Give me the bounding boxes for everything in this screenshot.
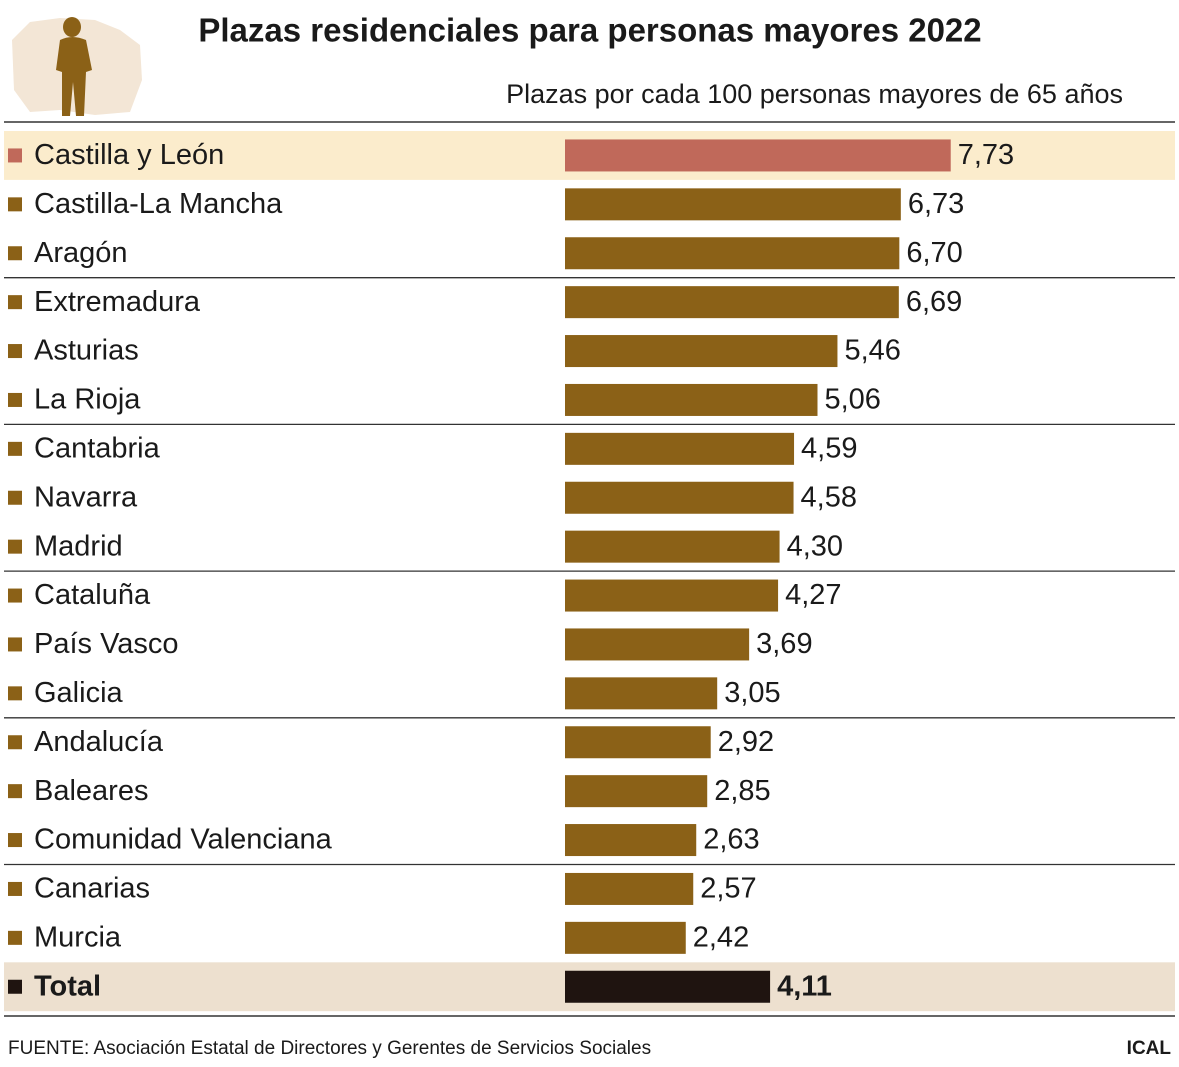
legend-marker xyxy=(8,735,22,750)
legend-marker xyxy=(8,392,22,407)
value-label: 2,63 xyxy=(703,824,759,856)
category-label: Castilla-La Mancha xyxy=(34,188,283,220)
bar xyxy=(565,628,750,661)
value-label: 5,46 xyxy=(844,335,900,367)
legend-marker xyxy=(8,833,22,848)
value-label: 4,30 xyxy=(787,530,843,562)
bar xyxy=(565,872,694,905)
category-label: Andalucía xyxy=(34,726,164,758)
value-label: 4,11 xyxy=(777,970,832,1002)
legend-marker xyxy=(8,881,22,896)
legend-marker xyxy=(8,344,22,359)
category-label: Castilla y León xyxy=(34,139,224,171)
bar xyxy=(565,677,718,710)
legend-marker xyxy=(8,490,22,505)
category-label: Madrid xyxy=(34,530,123,562)
legend-marker xyxy=(8,441,22,456)
legend-marker xyxy=(8,148,22,163)
category-label: Galicia xyxy=(34,677,124,709)
value-label: 7,73 xyxy=(958,139,1014,171)
source: FUENTE: Asociación Estatal de Directores… xyxy=(8,1038,651,1059)
category-label: Comunidad Valenciana xyxy=(34,824,333,856)
bar xyxy=(565,970,771,1003)
value-label: 4,58 xyxy=(801,481,857,513)
legend-marker xyxy=(8,686,22,701)
bar xyxy=(565,726,711,759)
value-label: 2,42 xyxy=(693,922,749,954)
legend-marker xyxy=(8,197,22,212)
category-label: La Rioja xyxy=(34,384,141,416)
value-label: 5,06 xyxy=(824,384,880,416)
logo xyxy=(12,17,142,116)
category-label: Extremadura xyxy=(34,286,201,318)
value-label: 2,85 xyxy=(714,775,770,807)
bar xyxy=(565,335,838,368)
category-label: Aragón xyxy=(34,237,128,269)
legend-marker xyxy=(8,784,22,799)
value-label: 2,92 xyxy=(718,726,774,758)
bar xyxy=(565,481,794,514)
category-label: Murcia xyxy=(34,922,122,954)
value-label: 2,57 xyxy=(700,873,756,905)
legend-marker xyxy=(8,979,22,994)
bar xyxy=(565,237,900,270)
bar xyxy=(565,139,951,172)
legend-marker xyxy=(8,588,22,603)
value-label: 4,59 xyxy=(801,433,857,465)
value-label: 3,69 xyxy=(756,628,812,660)
bar xyxy=(565,432,795,465)
value-label: 3,05 xyxy=(724,677,780,709)
value-label: 6,69 xyxy=(906,286,962,318)
bar xyxy=(565,530,780,563)
legend-marker xyxy=(8,930,22,945)
bar xyxy=(565,188,901,221)
legend-marker xyxy=(8,246,22,261)
bar xyxy=(565,383,818,416)
bar xyxy=(565,286,899,319)
chart-title: Plazas residenciales para personas mayor… xyxy=(198,12,981,49)
category-label: País Vasco xyxy=(34,628,179,660)
category-label: Navarra xyxy=(34,481,138,513)
category-label: Cataluña xyxy=(34,579,151,611)
bar xyxy=(565,579,779,612)
category-label: Cantabria xyxy=(34,433,161,465)
legend-marker xyxy=(8,539,22,554)
bar xyxy=(565,775,708,808)
category-label: Asturias xyxy=(34,335,139,367)
legend-marker xyxy=(8,637,22,652)
value-label: 4,27 xyxy=(785,579,841,611)
legend-marker xyxy=(8,295,22,310)
value-label: 6,70 xyxy=(906,237,962,269)
credit: ICAL xyxy=(1127,1038,1172,1059)
category-label: Total xyxy=(34,970,101,1002)
value-label: 6,73 xyxy=(908,188,964,220)
chart-subtitle: Plazas por cada 100 personas mayores de … xyxy=(506,79,1123,109)
bar xyxy=(565,921,686,954)
category-label: Canarias xyxy=(34,873,150,905)
category-label: Baleares xyxy=(34,775,148,807)
bar xyxy=(565,824,697,857)
